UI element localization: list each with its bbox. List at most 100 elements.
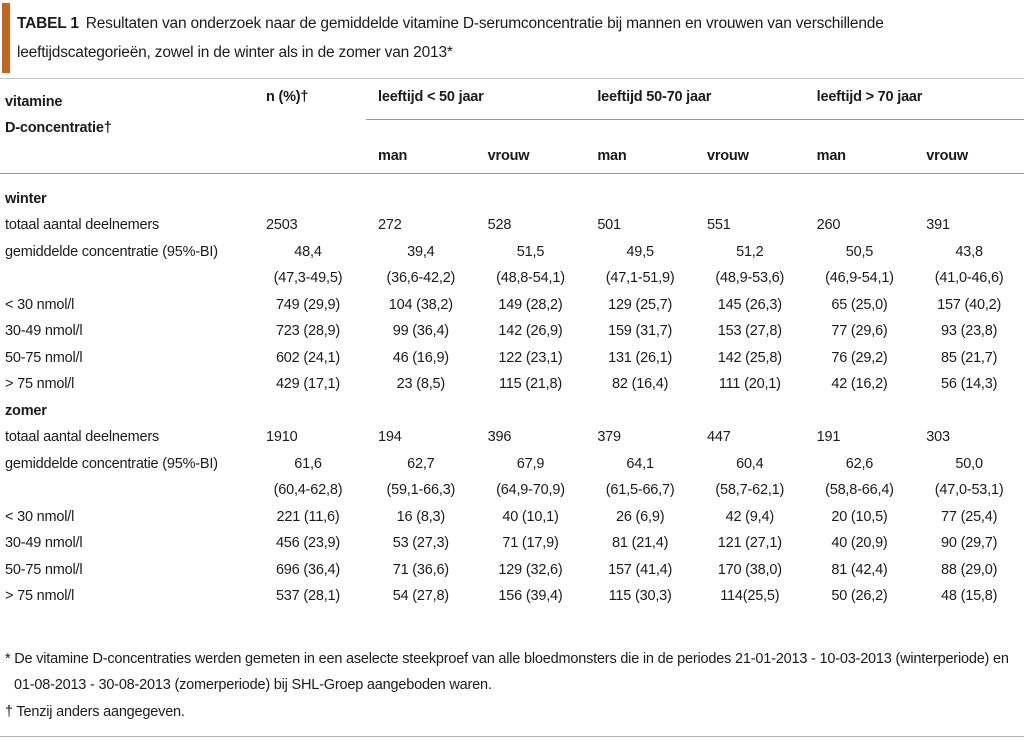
table-row: (60,4-62,8) (59,1-66,3) (64,9-70,9) (61,5-6…: [0, 477, 1024, 504]
cell-value: 131 (26,1): [608, 349, 673, 366]
col-header-vrouw-3: vrouw: [914, 119, 1024, 174]
table-row: > 75 nmol/l 429 (17,1) 23 (8,5) 115 (21,8) 8…: [0, 371, 1024, 398]
col-header-man-2: man: [585, 119, 695, 174]
cell-value: (47,3-49,5): [273, 270, 343, 286]
row-label: > 75 nmol/l: [5, 376, 75, 392]
row-label: totaal aantal deelnemers: [5, 217, 159, 233]
cell-value: 114(25,5): [720, 588, 780, 604]
cell-value: 54 (27,8): [392, 588, 449, 604]
header-row-groups: vitamine D-concentratie† n (%)† leeftijd…: [0, 81, 1024, 174]
table-number-label: TABEL 1: [17, 15, 79, 32]
row-label: 50-75 nmol/l: [5, 561, 83, 578]
cell-value: 149 (28,2): [498, 296, 563, 313]
row-label: 30-49 nmol/l: [5, 535, 83, 551]
cell-value: 67,9: [516, 455, 545, 472]
row-label: totaal aantal deelnemers: [5, 429, 159, 445]
cell-value: 90 (29,7): [941, 535, 998, 551]
cell-value: 456 (23,9): [275, 535, 341, 551]
cell-value: 142 (25,8): [717, 349, 782, 366]
footnote-dagger: † Tenzij anders aangegeven.: [5, 703, 185, 720]
col-header-man-1: man: [366, 119, 476, 174]
cell-value: 51,2: [736, 243, 764, 260]
section-title: zomer: [5, 402, 47, 419]
row-label: 30-49 nmol/l: [5, 323, 83, 339]
cell-value: 551: [706, 217, 731, 233]
cell-value: 46 (16,9): [392, 349, 449, 366]
cell-value: (46,9-54,1): [825, 270, 894, 286]
cell-value: 170 (38,0): [717, 561, 782, 578]
cell-value: 62,7: [407, 455, 435, 472]
cell-value: 42 (16,2): [831, 376, 888, 392]
cell-value: 749 (29,9): [275, 296, 341, 313]
cell-value: 537 (28,1): [275, 588, 341, 604]
table-title-text: Resultaten van onderzoek naar de gemidde…: [17, 15, 884, 61]
results-table: vitamine D-concentratie† n (%)† leeftijd…: [0, 81, 1024, 610]
cell-value: 303: [926, 429, 950, 445]
cell-value: 20 (10,5): [831, 508, 888, 525]
cell-value: 48 (15,8): [941, 588, 998, 604]
cell-value: 85 (21,7): [941, 349, 998, 366]
cell-value: 1910: [266, 429, 298, 445]
cell-value: 2503: [266, 217, 298, 233]
cell-value: 62,6: [845, 455, 874, 472]
cell-value: (36,6-42,2): [386, 270, 456, 286]
table-row: totaal aantal deelnemers 2503 272 528 501 551…: [0, 212, 1024, 239]
col-header-age-over-70: leeftijd > 70 jaar: [804, 81, 1024, 120]
cell-value: 81 (21,4): [612, 535, 669, 551]
cell-value: 16 (8,3): [396, 508, 446, 525]
cell-value: 51,5: [516, 243, 545, 260]
col-header-vrouw-2: vrouw: [694, 119, 805, 174]
row-label: > 75 nmol/l: [5, 588, 75, 604]
cell-value: 260: [816, 217, 841, 233]
cell-value: 39,4: [407, 243, 435, 260]
cell-value: 122 (23,1): [498, 349, 563, 366]
table-row: gemiddelde concentratie (95%-BI) 48,4 39,4…: [0, 239, 1024, 266]
col-header-age-50-70: leeftijd 50-70 jaar: [585, 81, 805, 120]
cell-value: 129 (32,6): [498, 561, 563, 578]
table-row: > 75 nmol/l 537 (28,1) 54 (27,8) 156 (39,4)…: [0, 583, 1024, 610]
cell-value: 56 (14,3): [941, 376, 998, 392]
cell-value: 53 (27,3): [392, 535, 449, 551]
cell-value: 26 (6,9): [615, 508, 665, 525]
row-label: [0, 265, 250, 292]
cell-value: 142 (26,9): [498, 323, 563, 339]
cell-value: 40 (10,1): [502, 508, 559, 525]
cell-value: 194: [378, 429, 402, 445]
col-header-line1: vitamine: [5, 94, 63, 110]
cell-value: 602 (24,1): [275, 349, 341, 366]
cell-value: 379: [597, 429, 621, 445]
table-row: < 30 nmol/l 749 (29,9) 104 (38,2) 149 (28,2…: [0, 292, 1024, 319]
cell-value: 429 (17,1): [275, 376, 341, 392]
cell-value: 99 (36,4): [392, 323, 449, 339]
section-row: winter: [0, 173, 1024, 212]
cell-value: 115 (30,3): [608, 588, 672, 604]
bottom-rule: [0, 736, 1024, 737]
table-title-block: TABEL 1 Resultaten van onderzoek naar de …: [0, 0, 1024, 79]
cell-value: 77 (25,4): [941, 508, 998, 525]
header-row-sex: man vrouw man vrouw man vrouw: [0, 119, 1024, 174]
cell-value: 501: [597, 217, 621, 233]
cell-value: 42 (9,4): [725, 508, 775, 525]
cell-value: 49,5: [626, 243, 654, 260]
cell-value: 159 (31,7): [608, 323, 673, 339]
row-label: < 30 nmol/l: [5, 508, 75, 525]
row-label: [0, 477, 250, 504]
cell-value: 272: [378, 217, 402, 233]
cell-value: 93 (23,8): [941, 323, 998, 339]
cell-value: 528: [487, 217, 512, 233]
cell-value: 71 (17,9): [502, 535, 559, 551]
cell-value: (64,9-70,9): [496, 482, 565, 498]
footnote-star-line1: * De vitamine D-concentraties werden gem…: [5, 650, 1009, 667]
cell-value: 104 (38,2): [388, 296, 453, 313]
cell-value: 48,4: [294, 243, 322, 260]
cell-value: (60,4-62,8): [273, 482, 343, 498]
col-header-vitamine-d-concentratie: vitamine D-concentratie†: [0, 81, 250, 174]
cell-value: 157 (41,4): [608, 561, 673, 578]
cell-value: (61,5-66,7): [605, 482, 675, 498]
table-title: TABEL 1 Resultaten van onderzoek naar de …: [17, 9, 1000, 67]
row-label: 50-75 nmol/l: [5, 349, 83, 366]
table-row: < 30 nmol/l 221 (11,6) 16 (8,3) 40 (10,1) 26…: [0, 504, 1024, 531]
col-header-vrouw-1: vrouw: [475, 119, 586, 174]
footnote-star-line2: 01-08-2013 - 30-08-2013 (zomerperiode) b…: [14, 677, 492, 693]
col-header-line2: D-concentratie†: [5, 120, 112, 136]
